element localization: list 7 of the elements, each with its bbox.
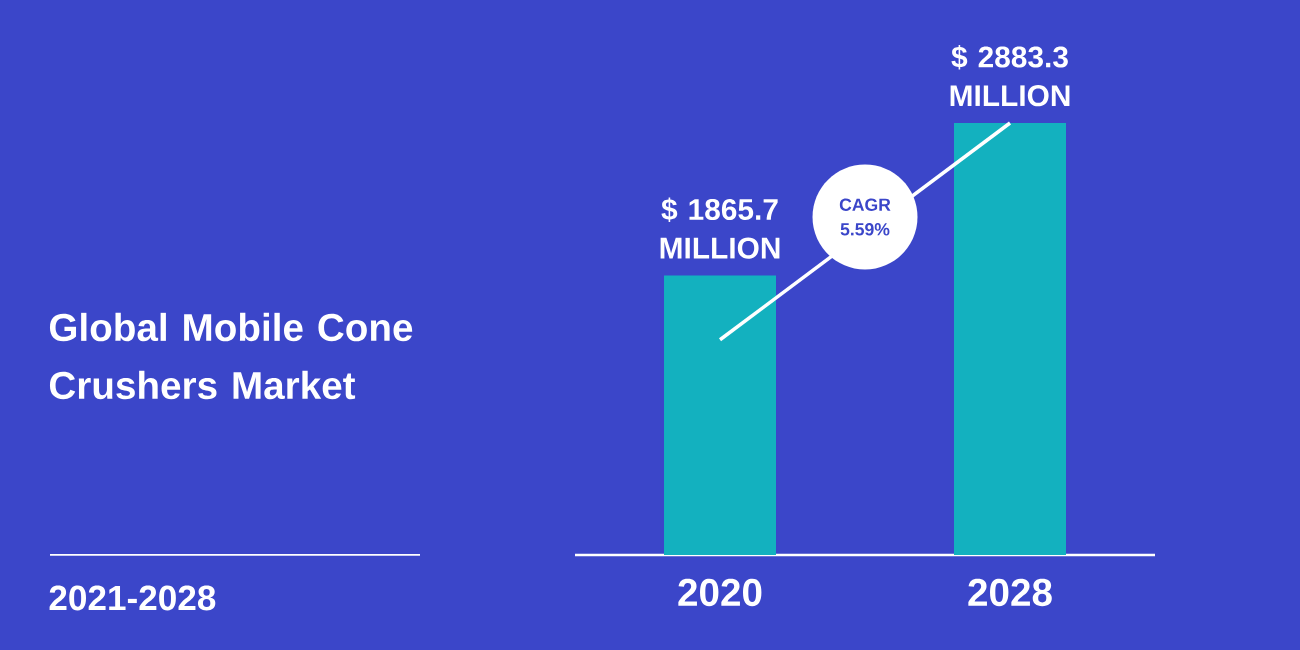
x-tick-label: 2020 <box>678 578 762 607</box>
text: 2021-2028 <box>49 585 216 611</box>
text: Global Mobile Cone Crushers Market <box>49 312 413 400</box>
annotation: CAGR 5.59% <box>839 198 891 236</box>
x-tick-label: 2028 <box>968 578 1052 607</box>
data-label: $ 1865.7 MILLION <box>660 197 780 259</box>
data-label: $ 2883.3 MILLION <box>950 45 1070 107</box>
